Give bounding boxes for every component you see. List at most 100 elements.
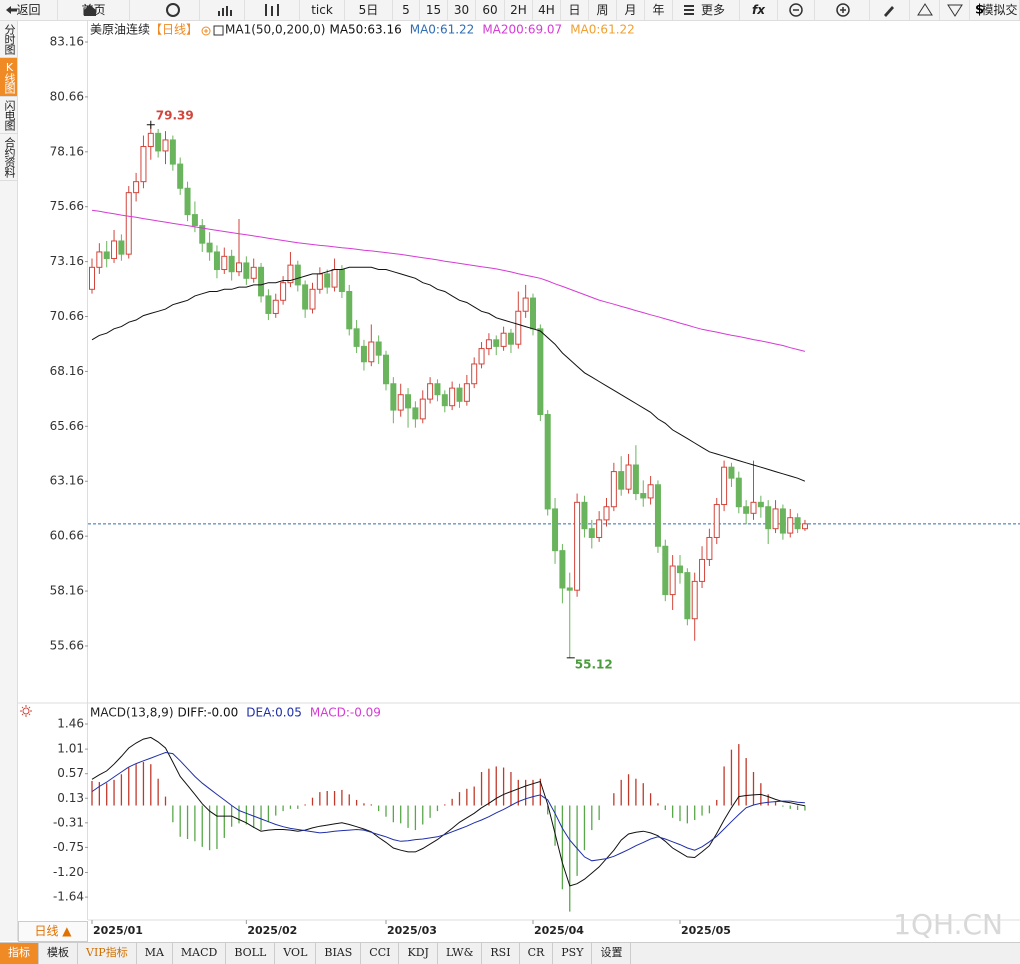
icon-button[interactable] [815,0,870,20]
toolbar-button[interactable]: fx [740,0,778,20]
bottom-tab[interactable]: VIP指标 [78,943,137,964]
x-tick-label: 2025/05 [681,924,731,937]
candle-body [765,506,772,530]
bottom-tab[interactable]: BIAS [316,943,362,964]
toolbar-button[interactable]: 2H [505,0,533,20]
toolbar-button[interactable]: 模拟交 [970,0,1020,20]
candle-body [632,464,639,495]
bottom-tab[interactable]: MACD [173,943,227,964]
bottom-tab[interactable]: BOLL [226,943,276,964]
candle-body [353,328,360,347]
candle-body [507,332,514,345]
candle-body [111,240,118,260]
toolbar-button[interactable]: 15 [420,0,448,20]
candle-body [184,187,191,216]
candle-body [728,466,735,479]
toolbar-button[interactable]: 60 [476,0,505,20]
candle-body [177,163,184,189]
candle-body [206,242,213,253]
toolbar-button[interactable]: 5 [393,0,420,20]
icon-button[interactable] [940,0,970,20]
candle-body [228,255,235,273]
candle-body [493,339,500,347]
toolbar-button[interactable]: 日 [561,0,589,20]
toolbar-button[interactable]: 周 [589,0,617,20]
bottom-tab[interactable]: MA [137,943,173,964]
indicator-label: MA1(50,0,200,0) [225,23,325,37]
indicator-line [91,266,806,482]
watermark: 1QH.CN [893,908,1003,941]
candle-body [574,501,581,591]
icon-button[interactable] [910,0,940,20]
icon-button[interactable] [130,0,200,20]
toolbar-button[interactable]: tick [300,0,345,20]
bottom-tab[interactable]: CCI [361,943,400,964]
candle-body [544,413,551,510]
bottom-tab[interactable]: PSY [553,943,593,964]
candle-body [302,284,309,310]
bottom-tab[interactable]: 指标 [0,943,39,964]
candle-body [213,251,220,271]
candle-body [155,132,162,152]
legend-entry: DIFF:-0.00 [178,706,239,720]
period-button[interactable]: 日线 ▲ [18,921,88,942]
icon [201,26,211,36]
candle-body [515,310,522,345]
icon [213,25,224,36]
icon-button[interactable] [245,0,300,20]
icon [20,705,32,717]
icon-button[interactable] [870,0,910,20]
sidebar-tab[interactable]: K线图 [0,58,17,97]
toolbar-button[interactable]: 年 [645,0,673,20]
candle-body [596,519,603,538]
toolbar-button[interactable]: 5日 [345,0,393,20]
bottom-tab[interactable]: LW& [438,943,483,964]
bottom-tab[interactable]: CR [520,943,554,964]
candle-body [147,132,154,148]
candle-body [500,332,507,347]
y-tick-label: 73.16 [50,254,84,268]
toolbar-button[interactable]: 月 [617,0,645,20]
y-tick-label: 55.66 [50,638,84,652]
candle-body [368,341,375,363]
toolbar-button[interactable]: 首页 [58,0,130,20]
bottom-tab[interactable]: 模板 [39,943,78,964]
bottom-tab[interactable]: 设置 [592,943,632,964]
candle-body [103,251,110,260]
x-tick-label: 2025/03 [387,924,437,937]
legend-entry: MACD:-0.09 [310,706,381,720]
sidebar-tab[interactable]: 合约资料 [0,134,17,181]
sidebar-tab[interactable]: 分时图 [0,21,17,58]
bottom-tab[interactable]: VOL [275,943,317,964]
candle-body [419,398,426,420]
candle-body [96,251,103,268]
y-tick-label: 70.66 [50,309,84,323]
sidebar-tab[interactable]: 闪电图 [0,97,17,134]
y-tick-label: -0.31 [53,815,84,829]
candle-body [559,550,566,589]
icon-button[interactable] [200,0,245,20]
bottom-tab[interactable]: RSI [482,943,520,964]
y-tick-label: -0.75 [53,840,84,854]
candle-body [397,394,404,411]
candle-body [125,192,132,255]
low-label: 55.12 [575,657,613,671]
candle-body [625,464,632,490]
candle-body [801,523,808,530]
candle-body [390,383,397,411]
candle-body [647,484,654,499]
toolbar-button[interactable]: 4H [533,0,561,20]
candle-body [383,354,389,385]
candle-body [309,288,316,310]
toolbar-button[interactable]: 返回 [0,0,58,20]
toolbar-button[interactable]: 更多 [673,0,740,20]
bottom-tab[interactable]: KDJ [399,943,438,964]
x-tick-label: 2025/01 [93,924,143,937]
y-tick-label: 83.16 [50,34,84,48]
toolbar-button[interactable]: 30 [448,0,476,20]
icon-button[interactable] [778,0,815,20]
y-tick-label: 1.46 [57,716,84,730]
indicator-line [91,209,806,352]
legend-entry: MA0:61.22 [410,23,475,37]
